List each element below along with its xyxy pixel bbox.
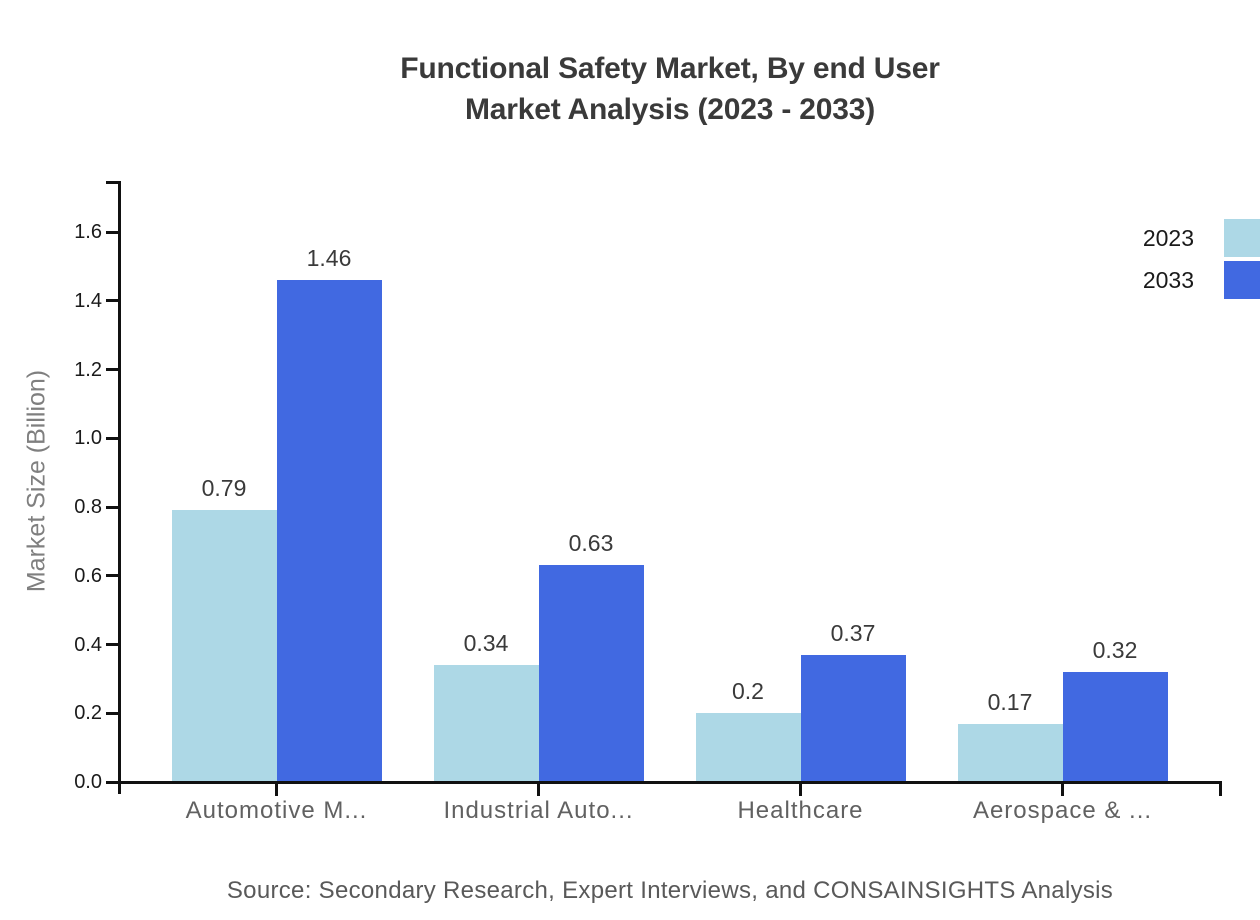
bar-value-label: 0.32	[1092, 637, 1138, 663]
x-tick	[275, 784, 278, 796]
bar-value-label: 1.46	[306, 245, 352, 272]
x-axis-line	[115, 781, 1222, 784]
y-tick	[106, 711, 118, 715]
x-tick	[537, 784, 540, 796]
y-tick-label: 1.4	[74, 289, 102, 312]
y-tick-label: 0.8	[74, 496, 102, 518]
y-tick-label: 1.2	[74, 358, 102, 381]
bar-2023-1	[433, 665, 539, 782]
y-tick	[106, 368, 118, 371]
bar-2033-1	[538, 565, 644, 782]
bar-2023-0	[171, 510, 277, 782]
y-tick-label: 1.6	[74, 221, 102, 243]
legend-row-2033: 2033	[1143, 261, 1260, 299]
legend-row-2023: 2023	[1143, 219, 1260, 257]
y-tick	[106, 436, 118, 440]
bar-value-label: 0.79	[201, 475, 247, 502]
y-tick	[106, 643, 118, 646]
chart-title: Functional Safety Market, By end User Ma…	[118, 48, 1222, 130]
y-axis-end-cap	[106, 181, 118, 184]
source-note: Source: Secondary Research, Expert Inter…	[226, 877, 1114, 904]
y-tick	[106, 505, 118, 509]
bar-2033-2	[800, 654, 906, 782]
bar-2033-3	[1062, 672, 1168, 782]
y-tick-label: 0.4	[74, 633, 102, 656]
y-tick	[106, 780, 118, 784]
x-tick	[799, 784, 802, 796]
bar-2023-2	[695, 713, 801, 782]
x-category-label: Automotive M...	[185, 797, 368, 824]
y-tick-label: 0.6	[74, 564, 102, 587]
x-axis-end-cap	[1219, 781, 1222, 796]
x-category-label: Healthcare	[737, 797, 864, 824]
bar-2023-3	[957, 723, 1063, 782]
bar-value-label: 0.34	[463, 630, 509, 657]
y-tick-label: 1.0	[74, 427, 102, 450]
legend-swatch-2033	[1224, 261, 1260, 299]
legend-swatch-2023	[1224, 219, 1260, 257]
y-tick-label: 0.2	[74, 702, 102, 725]
y-tick	[106, 230, 118, 234]
bar-value-label: 0.37	[830, 619, 876, 646]
y-tick	[106, 574, 118, 578]
bar-value-label: 0.17	[987, 688, 1033, 715]
x-tick	[1061, 784, 1064, 796]
legend-label-2033: 2033	[1142, 266, 1194, 293]
x-category-label: Aerospace & ...	[972, 797, 1153, 824]
bar-value-label: 0.2	[732, 678, 764, 705]
y-tick-label: 0.0	[74, 771, 102, 793]
x-category-label: Industrial Auto...	[443, 797, 634, 824]
chart-title-line1: Functional Safety Market, By end User	[400, 52, 940, 85]
chart-title-line2: Market Analysis (2023 - 2033)	[465, 93, 875, 126]
y-tick	[106, 299, 118, 303]
legend-label-2023: 2023	[1142, 224, 1194, 251]
legend: 2023 2033	[1143, 219, 1260, 299]
bar-2033-0	[276, 280, 382, 782]
y-axis-title: Market Size (Billion)	[22, 369, 51, 593]
y-axis-line	[118, 181, 121, 794]
bar-value-label: 0.63	[568, 530, 614, 557]
plot-area: 0.79 0.34 0.2 0.17 1.46 0.63 0.37 0.32 0.0 0.2 0.4…	[74, 181, 1222, 824]
